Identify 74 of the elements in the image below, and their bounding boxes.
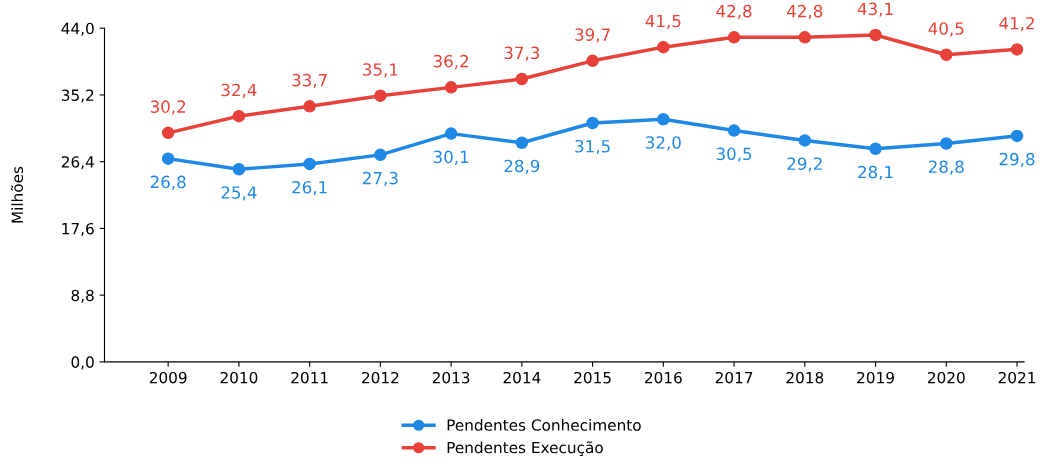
data-label: 43,1 bbox=[857, 2, 893, 17]
point bbox=[161, 152, 175, 165]
data-label: 29,8 bbox=[999, 152, 1035, 168]
y-tick-label: 44,0 bbox=[61, 22, 94, 36]
point bbox=[515, 136, 529, 149]
y-tick-label: 26,4 bbox=[61, 156, 94, 170]
y-tick-label: 8,8 bbox=[71, 289, 94, 303]
data-label: 32,0 bbox=[646, 136, 681, 151]
y-tick-label: 35,2 bbox=[61, 89, 94, 103]
data-label: 36,2 bbox=[433, 54, 468, 70]
point bbox=[1010, 129, 1024, 143]
data-label: 41,2 bbox=[999, 16, 1034, 32]
data-label: 39,7 bbox=[575, 28, 610, 43]
data-label: 42,8 bbox=[787, 4, 823, 20]
data-label: 30,2 bbox=[150, 100, 186, 115]
point bbox=[515, 72, 529, 86]
point bbox=[161, 126, 175, 140]
x-tick-label: 2013 bbox=[432, 371, 470, 384]
x-tick-label: 2012 bbox=[362, 371, 399, 384]
point bbox=[1010, 43, 1024, 56]
data-label: 40,5 bbox=[928, 22, 964, 37]
point bbox=[869, 142, 882, 156]
point bbox=[798, 31, 812, 44]
y-tick-label: 0,0 bbox=[71, 356, 94, 370]
y-axis-title: Milhões bbox=[10, 166, 24, 223]
x-tick-label: 2015 bbox=[574, 371, 611, 384]
data-label: 28,8 bbox=[928, 160, 964, 175]
data-label: 41,5 bbox=[645, 14, 681, 29]
point bbox=[657, 40, 670, 54]
point bbox=[586, 54, 599, 68]
point bbox=[444, 127, 458, 140]
x-tick-label: 2016 bbox=[645, 371, 682, 384]
data-label: 30,1 bbox=[433, 150, 469, 165]
data-label: 33,7 bbox=[292, 73, 327, 89]
x-tick-label: 2019 bbox=[857, 371, 894, 384]
data-label: 29,2 bbox=[787, 157, 822, 172]
data-label: 35,1 bbox=[363, 63, 398, 78]
data-label: 26,1 bbox=[292, 180, 327, 196]
data-label: 42,8 bbox=[716, 4, 752, 20]
data-label: 28,9 bbox=[504, 159, 540, 174]
point bbox=[232, 109, 246, 123]
legend-label: Pendentes Conhecimento bbox=[447, 419, 641, 431]
point bbox=[940, 48, 953, 61]
data-label: 26,8 bbox=[150, 175, 186, 190]
x-tick-label: 2017 bbox=[715, 371, 753, 384]
legend-label: Pendentes Execução bbox=[447, 441, 603, 457]
x-tick-label: 2014 bbox=[503, 371, 541, 384]
x-tick-label: 2010 bbox=[220, 371, 258, 384]
x-tick-label: 2009 bbox=[149, 371, 187, 384]
x-tick-label: 2018 bbox=[786, 371, 824, 384]
point bbox=[869, 28, 882, 42]
point bbox=[232, 163, 246, 176]
point bbox=[727, 31, 741, 44]
data-label: 28,1 bbox=[858, 165, 893, 181]
point bbox=[798, 134, 812, 147]
y-tick-label: 17,6 bbox=[62, 222, 94, 236]
point bbox=[444, 81, 458, 94]
point bbox=[374, 148, 387, 162]
point bbox=[940, 137, 953, 150]
point bbox=[727, 124, 741, 137]
data-label: 31,5 bbox=[575, 139, 610, 155]
data-label: 37,3 bbox=[504, 46, 540, 61]
x-tick-label: 2021 bbox=[998, 371, 1036, 384]
x-tick-label: 2011 bbox=[291, 371, 328, 384]
x-tick-label: 2020 bbox=[927, 371, 965, 384]
data-label: 32,4 bbox=[221, 83, 257, 98]
data-label: 27,3 bbox=[363, 171, 398, 187]
data-label: 30,5 bbox=[716, 147, 752, 162]
point bbox=[657, 112, 670, 126]
point bbox=[303, 100, 316, 113]
data-label: 25,4 bbox=[221, 186, 257, 201]
point bbox=[586, 116, 599, 130]
point bbox=[374, 89, 387, 102]
point bbox=[303, 157, 316, 171]
